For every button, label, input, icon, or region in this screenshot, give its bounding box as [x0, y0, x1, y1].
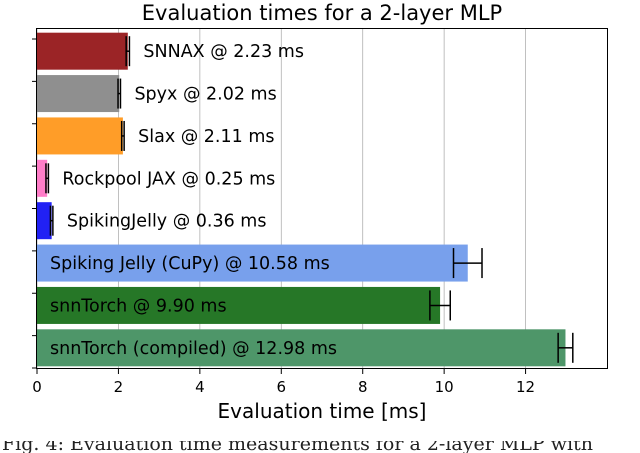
x-axis-ticks: 0 2 4 6 8 10 12 [32, 368, 535, 396]
bar-label: Spiking Jelly (CuPy) @ 10.58 ms [50, 254, 330, 274]
bar-label: snnTorch (compiled) @ 12.98 ms [50, 339, 337, 359]
y-axis-ticks [32, 38, 37, 369]
x-tick-label: 6 [277, 378, 287, 396]
bar [37, 32, 128, 70]
bars-group: SNNAX @ 2.23 ms Spyx @ 2.02 ms Slax @ 2.11… [37, 32, 574, 367]
x-tick-label: 2 [114, 378, 124, 396]
bar [37, 75, 120, 113]
bar-label: Rockpool JAX @ 0.25 ms [62, 169, 275, 189]
bar [37, 286, 441, 324]
bar-label: Slax @ 2.11 ms [138, 127, 274, 147]
bar-label: snnTorch @ 9.90 ms [50, 296, 227, 316]
bar [37, 244, 468, 282]
x-tick-label: 12 [516, 378, 535, 396]
plot-frame [36, 28, 608, 369]
bar-label: SNNAX @ 2.23 ms [143, 42, 304, 62]
bar [37, 329, 566, 367]
x-tick-label: 4 [195, 378, 205, 396]
x-tick-label: 8 [358, 378, 368, 396]
x-tick-label: 10 [435, 378, 454, 396]
bar [37, 159, 48, 197]
chart-title: Evaluation times for a 2-layer MLP [142, 1, 502, 25]
bar-label: SpikingJelly @ 0.36 ms [67, 212, 267, 232]
x-axis-label: Evaluation time [ms] [218, 399, 427, 423]
bar-label: Spyx @ 2.02 ms [134, 85, 276, 105]
caption-text: Fig. 4: Evaluation time measurements for… [2, 441, 593, 453]
figure-caption: Fig. 4: Evaluation time measurements for… [0, 441, 640, 453]
bar [37, 117, 123, 155]
bar-chart: Evaluation times for a 2-layer MLP SNNAX… [32, 1, 608, 423]
x-tick-label: 0 [32, 378, 42, 396]
bar [37, 202, 52, 240]
